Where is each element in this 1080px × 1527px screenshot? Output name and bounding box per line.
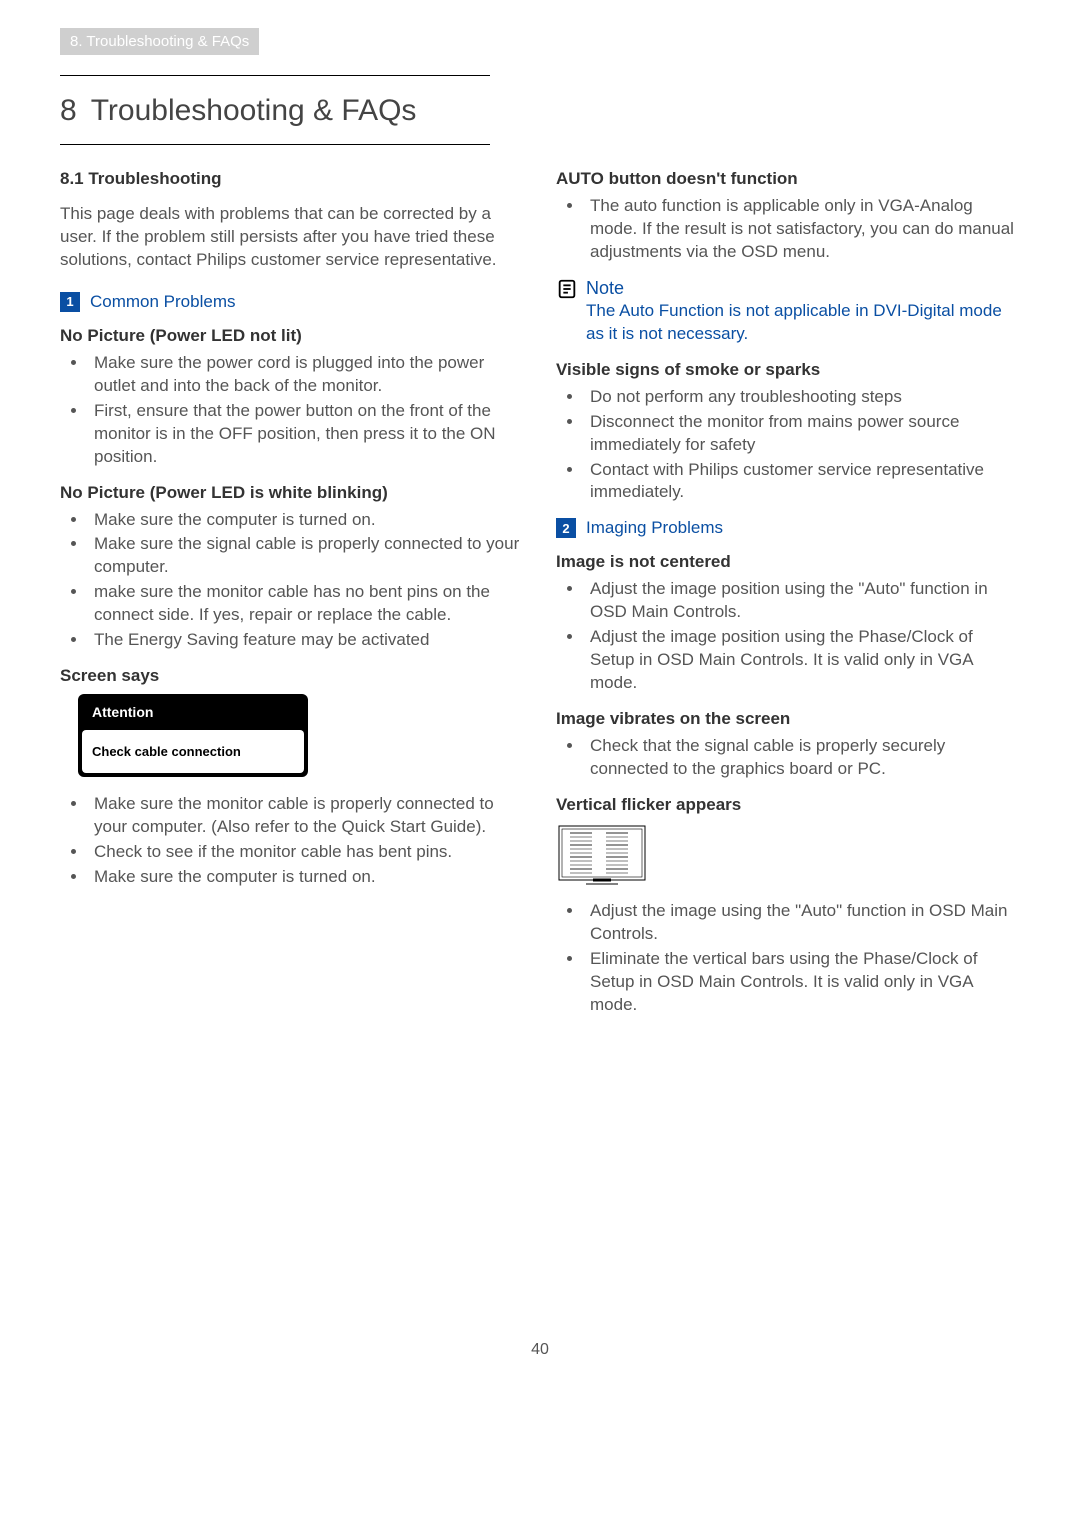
list-item: Check that the signal cable is properly … <box>584 735 1020 781</box>
list-item: Adjust the image position using the "Aut… <box>584 578 1020 624</box>
intro-paragraph: This page deals with problems that can b… <box>60 203 524 272</box>
subsection-title: 8.1 Troubleshooting <box>60 169 524 189</box>
header-breadcrumb: 8. Troubleshooting & FAQs <box>60 28 259 55</box>
list-item: Eliminate the vertical bars using the Ph… <box>584 948 1020 1017</box>
list-item: Check to see if the monitor cable has be… <box>88 841 524 864</box>
symptom-heading: Screen says <box>60 666 524 686</box>
note-heading: Note <box>556 278 1020 300</box>
list-item: Contact with Philips customer service re… <box>584 459 1020 505</box>
note-label: Note <box>586 278 624 299</box>
symptom-heading: AUTO button doesn't function <box>556 169 1020 189</box>
bullet-list: Do not perform any troubleshooting steps… <box>556 386 1020 505</box>
bullet-list: Make sure the computer is turned on. Mak… <box>60 509 524 653</box>
bullet-list: Adjust the image using the "Auto" functi… <box>556 900 1020 1017</box>
symptom-heading: Vertical flicker appears <box>556 795 1020 815</box>
topic-imaging-problems: 2 Imaging Problems <box>556 518 1020 538</box>
list-item: Make sure the signal cable is properly c… <box>88 533 524 579</box>
symptom-heading: Image vibrates on the screen <box>556 709 1020 729</box>
list-item: make sure the monitor cable has no bent … <box>88 581 524 627</box>
topic-label: Common Problems <box>90 292 236 312</box>
bullet-list: Check that the signal cable is properly … <box>556 735 1020 781</box>
left-column: 8.1 Troubleshooting This page deals with… <box>60 169 524 1031</box>
title-text: Troubleshooting & FAQs <box>91 94 417 128</box>
topic-label: Imaging Problems <box>586 518 723 538</box>
note-body: The Auto Function is not applicable in D… <box>556 300 1020 346</box>
rule-bottom <box>60 144 490 145</box>
symptom-heading: No Picture (Power LED is white blinking) <box>60 483 524 503</box>
vertical-flicker-graphic <box>558 825 646 885</box>
list-item: Make sure the computer is turned on. <box>88 509 524 532</box>
topic-common-problems: 1 Common Problems <box>60 292 524 312</box>
list-item: Make sure the power cord is plugged into… <box>88 352 524 398</box>
symptom-heading: Visible signs of smoke or sparks <box>556 360 1020 380</box>
attention-dialog: Attention Check cable connection <box>78 694 308 777</box>
attention-header: Attention <box>78 694 308 730</box>
list-item: Do not perform any troubleshooting steps <box>584 386 1020 409</box>
list-item: Make sure the monitor cable is properly … <box>88 793 524 839</box>
list-item: The auto function is applicable only in … <box>584 195 1020 264</box>
list-item: First, ensure that the power button on t… <box>88 400 524 469</box>
list-item: Adjust the image position using the Phas… <box>584 626 1020 695</box>
bullet-list: The auto function is applicable only in … <box>556 195 1020 264</box>
list-item: Adjust the image using the "Auto" functi… <box>584 900 1020 946</box>
page-title: 8 Troubleshooting & FAQs <box>60 76 490 144</box>
list-item: Make sure the computer is turned on. <box>88 866 524 889</box>
badge-2: 2 <box>556 518 576 538</box>
list-item: The Energy Saving feature may be activat… <box>88 629 524 652</box>
list-item: Disconnect the monitor from mains power … <box>584 411 1020 457</box>
right-column: AUTO button doesn't function The auto fu… <box>556 169 1020 1031</box>
bullet-list: Make sure the monitor cable is properly … <box>60 793 524 889</box>
symptom-heading: Image is not centered <box>556 552 1020 572</box>
title-number: 8 <box>60 94 77 128</box>
note-icon <box>556 278 578 300</box>
page-number: 40 <box>60 1341 1020 1359</box>
badge-1: 1 <box>60 292 80 312</box>
attention-body: Check cable connection <box>82 730 304 773</box>
symptom-heading: No Picture (Power LED not lit) <box>60 326 524 346</box>
bullet-list: Make sure the power cord is plugged into… <box>60 352 524 469</box>
bullet-list: Adjust the image position using the "Aut… <box>556 578 1020 695</box>
